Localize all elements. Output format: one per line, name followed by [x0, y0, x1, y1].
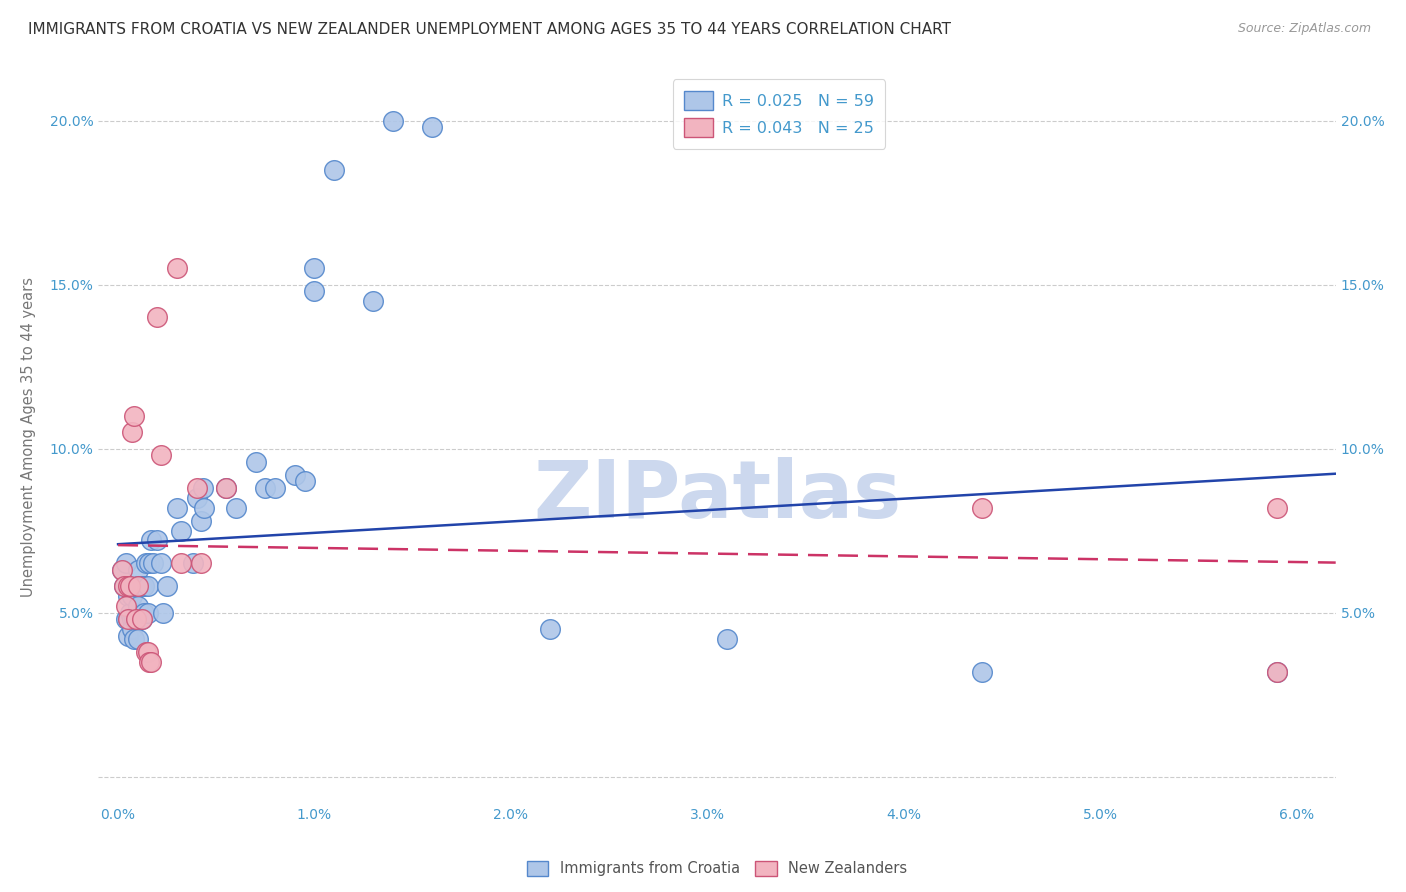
Point [138, 557, 160, 571]
Point [181, 557, 204, 571]
Point [166, 261, 188, 276]
Point [117, 612, 139, 626]
Point [115, 612, 138, 626]
Text: Source: ZipAtlas.com: Source: ZipAtlas.com [1237, 22, 1371, 36]
Point [215, 481, 238, 495]
Point [1265, 500, 1288, 515]
Point [125, 612, 148, 626]
Point [420, 120, 443, 135]
Y-axis label: Unemployment Among Ages 35 to 44 years: Unemployment Among Ages 35 to 44 years [21, 277, 35, 597]
Point [118, 579, 141, 593]
Point [225, 500, 247, 515]
Point [141, 655, 163, 669]
Point [142, 557, 165, 571]
Point [132, 579, 155, 593]
Point [191, 481, 214, 495]
Point [186, 481, 208, 495]
Point [136, 606, 159, 620]
Point [125, 579, 148, 593]
Text: IMMIGRANTS FROM CROATIA VS NEW ZEALANDER UNEMPLOYMENT AMONG AGES 35 TO 44 YEARS : IMMIGRANTS FROM CROATIA VS NEW ZEALANDER… [28, 22, 950, 37]
Point [264, 481, 287, 495]
Point [146, 310, 169, 325]
Point [136, 579, 159, 593]
Point [112, 579, 135, 593]
Point [136, 645, 159, 659]
Point [146, 533, 169, 548]
Point [1265, 665, 1288, 679]
Point [115, 557, 138, 571]
Point [121, 425, 143, 439]
Point [254, 481, 277, 495]
Point [135, 557, 157, 571]
Point [304, 261, 326, 276]
Text: ZIPatlas: ZIPatlas [533, 457, 901, 534]
Point [122, 409, 145, 423]
Point [121, 589, 143, 603]
Point [127, 632, 149, 646]
Point [127, 563, 149, 577]
Point [117, 612, 139, 626]
Point [135, 645, 157, 659]
Point [138, 655, 160, 669]
Point [111, 563, 134, 577]
Point [150, 448, 173, 462]
Point [131, 612, 153, 626]
Point [117, 628, 139, 642]
Legend: Immigrants from Croatia, New Zealanders: Immigrants from Croatia, New Zealanders [519, 854, 915, 883]
Point [193, 500, 215, 515]
Point [117, 589, 139, 603]
Point [972, 500, 994, 515]
Point [127, 579, 149, 593]
Point [323, 162, 346, 177]
Point [166, 500, 188, 515]
Point [284, 467, 307, 482]
Point [215, 481, 238, 495]
Point [150, 557, 173, 571]
Point [127, 599, 149, 613]
Point [186, 491, 208, 505]
Point [122, 612, 145, 626]
Point [170, 524, 193, 538]
Point [156, 579, 179, 593]
Point [972, 665, 994, 679]
Point [125, 612, 148, 626]
Point [304, 284, 326, 298]
Point [118, 579, 141, 593]
Point [112, 579, 135, 593]
Point [716, 632, 738, 646]
Point [152, 606, 174, 620]
Point [127, 579, 149, 593]
Point [245, 455, 267, 469]
Point [170, 557, 193, 571]
Point [538, 622, 561, 636]
Point [382, 113, 405, 128]
Point [131, 612, 153, 626]
Point [190, 514, 212, 528]
Point [111, 563, 134, 577]
Point [117, 579, 139, 593]
Point [122, 579, 145, 593]
Point [131, 579, 153, 593]
Point [363, 293, 385, 308]
Point [1265, 665, 1288, 679]
Point [121, 622, 143, 636]
Point [121, 612, 143, 626]
Point [190, 557, 212, 571]
Point [122, 632, 145, 646]
Point [118, 606, 141, 620]
Point [141, 533, 163, 548]
Point [132, 606, 155, 620]
Point [294, 475, 316, 489]
Point [115, 599, 138, 613]
